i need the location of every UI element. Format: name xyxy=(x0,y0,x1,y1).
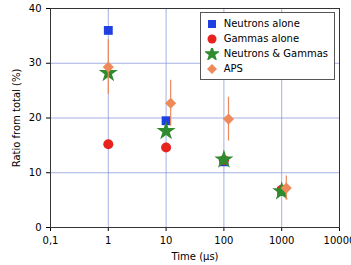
svg-text:100: 100 xyxy=(214,235,233,246)
svg-text:10: 10 xyxy=(29,167,42,178)
svg-text:0: 0 xyxy=(35,222,41,233)
svg-text:40: 40 xyxy=(29,3,42,14)
svg-text:20: 20 xyxy=(29,112,42,123)
svg-text:1: 1 xyxy=(105,235,111,246)
html-text:APS: APS xyxy=(223,63,243,74)
svg-text:10: 10 xyxy=(160,235,173,246)
svg-text:0,1: 0,1 xyxy=(43,235,59,246)
svg-text:Time (µs): Time (µs) xyxy=(170,251,218,262)
html-text:Neutrons & Gammas: Neutrons & Gammas xyxy=(223,48,328,59)
svg-text:Ratio from total (%): Ratio from total (%) xyxy=(11,69,22,168)
html-text:Gammas alone: Gammas alone xyxy=(223,33,300,44)
html-text:Neutrons alone: Neutrons alone xyxy=(223,18,300,29)
svg-text:10000: 10000 xyxy=(324,235,351,246)
svg-text:30: 30 xyxy=(29,57,42,68)
svg-text:1000: 1000 xyxy=(269,235,294,246)
